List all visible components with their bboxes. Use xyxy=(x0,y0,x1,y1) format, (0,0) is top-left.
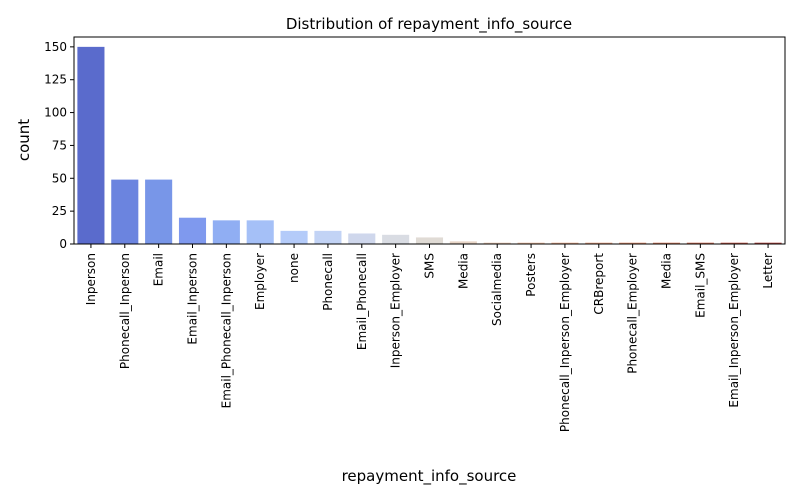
x-tick-label: Employer xyxy=(253,253,267,310)
bar xyxy=(619,242,647,244)
y-tick-label: 0 xyxy=(59,237,67,251)
x-tick-label: Media xyxy=(660,253,674,289)
x-tick-label: Phonecall_Inperson xyxy=(118,253,132,369)
bar xyxy=(517,242,545,244)
y-tick-label: 150 xyxy=(44,40,67,54)
bar xyxy=(280,230,308,244)
bar xyxy=(720,242,748,244)
x-tick-label: SMS xyxy=(423,253,437,279)
bar xyxy=(212,220,240,244)
bar xyxy=(585,242,613,244)
x-tick-label: Email_Inperson xyxy=(186,253,200,345)
x-tick-label: Inperson xyxy=(84,253,98,305)
x-tick-label: Phonecall xyxy=(321,253,335,311)
x-tick-label: Phonecall_Inperson_Employer xyxy=(558,253,572,432)
bar xyxy=(551,242,579,244)
y-axis-title: count xyxy=(15,119,33,161)
x-tick-label: Socialmedia xyxy=(490,253,504,326)
bar xyxy=(348,233,376,244)
y-tick-label: 75 xyxy=(52,138,67,152)
x-tick-label: Email_SMS xyxy=(693,253,707,318)
bar xyxy=(382,234,410,244)
y-tick-label: 25 xyxy=(52,204,67,218)
bar xyxy=(415,237,444,244)
bar xyxy=(145,179,173,244)
bar xyxy=(314,230,342,244)
bars-layer xyxy=(77,46,782,244)
y-axis: 0 25 50 75 100 125 150 xyxy=(44,40,74,251)
x-tick-label: none xyxy=(287,253,301,283)
x-tick-label: Inperson_Employer xyxy=(389,253,403,368)
y-tick-label: 100 xyxy=(44,106,67,120)
bar xyxy=(77,46,105,244)
bar xyxy=(449,241,477,244)
bar xyxy=(652,242,681,244)
x-tick-label: Posters xyxy=(524,253,538,297)
x-tick-label: Letter xyxy=(761,253,775,289)
x-tick-label: Email_Inperson_Employer xyxy=(727,253,741,408)
bar xyxy=(754,242,782,244)
bar xyxy=(111,179,139,244)
x-tick-label: Email xyxy=(152,253,166,286)
x-tick-label: CRBreport xyxy=(592,253,606,315)
y-tick-label: 125 xyxy=(44,73,67,87)
y-tick-label: 50 xyxy=(52,171,67,185)
x-axis: Inperson Phonecall_Inperson Email Email_Inp… xyxy=(84,244,775,432)
bar xyxy=(483,242,511,244)
plot-frame xyxy=(73,36,786,245)
x-tick-label: Media xyxy=(456,253,470,289)
x-tick-label: Phonecall_Employer xyxy=(626,253,640,374)
x-tick-label: Email_Phonecall_Inperson xyxy=(219,253,233,408)
bar xyxy=(246,220,274,244)
bar xyxy=(178,217,207,244)
x-tick-label: Email_Phonecall xyxy=(355,253,369,350)
chart-title: Distribution of repayment_info_source xyxy=(286,15,572,34)
bar xyxy=(686,242,714,244)
x-axis-title: repayment_info_source xyxy=(342,467,517,486)
